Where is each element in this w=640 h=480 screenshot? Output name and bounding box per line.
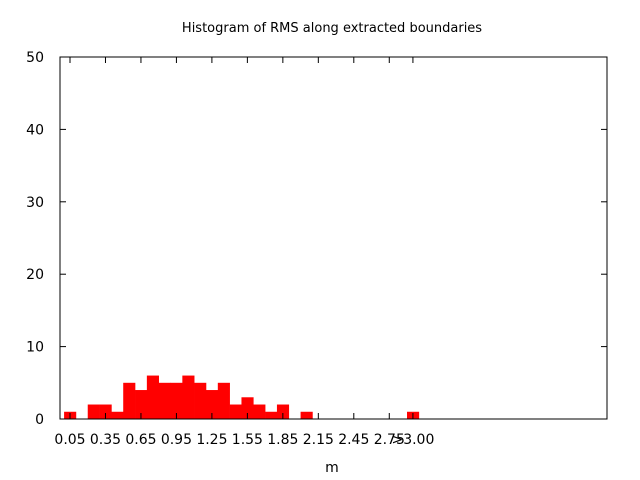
histogram-bar [123, 382, 136, 419]
x-tick-label: 0.65 [125, 432, 156, 448]
x-tick-label: >3.00 [391, 432, 434, 448]
x-tick-label: 1.55 [232, 432, 263, 448]
x-tick-label: 1.25 [196, 432, 227, 448]
y-tick-label: 10 [26, 340, 44, 356]
y-tick-label: 30 [26, 195, 44, 211]
y-tick-label: 0 [35, 412, 44, 428]
plot-frame [59, 56, 608, 420]
x-tick-label: 0.35 [90, 432, 121, 448]
histogram-bar [217, 382, 230, 419]
ticks-group: 0 10 20 30 40 50 0.05 0.35 0.65 0.95 1.25 1.55 1.85 2… [26, 50, 607, 448]
y-tick-label: 20 [26, 267, 44, 283]
x-tick-label: 1.85 [267, 432, 298, 448]
x-tick-label: 0.05 [54, 432, 85, 448]
x-tick-label: 0.95 [161, 432, 192, 448]
histogram-bar [182, 375, 195, 419]
x-tick-label: 2.75 [374, 432, 405, 448]
histogram-bar [229, 404, 242, 419]
histogram-bar [241, 397, 254, 419]
histogram-bar [300, 411, 313, 419]
histogram-bar [135, 390, 148, 419]
y-tick-label: 40 [26, 122, 44, 138]
histogram-bar [146, 375, 159, 419]
histogram-bar [158, 382, 171, 419]
histogram-bar [194, 382, 207, 419]
histogram-bar [99, 404, 112, 419]
histogram-bar [205, 390, 219, 419]
x-tick-label: 2.15 [303, 432, 334, 448]
x-axis-label: m [325, 460, 339, 476]
histogram-bar [170, 382, 183, 419]
histogram-bar [265, 411, 278, 419]
chart-title: Histogram of RMS along extracted boundar… [182, 21, 482, 36]
histogram-bar [87, 404, 100, 419]
y-tick-label: 50 [26, 50, 44, 66]
histogram-bar [276, 404, 290, 419]
x-tick-label: 2.45 [338, 432, 369, 448]
bars-group [64, 375, 420, 419]
histogram-bar [253, 404, 266, 419]
histogram-bar [111, 411, 124, 419]
